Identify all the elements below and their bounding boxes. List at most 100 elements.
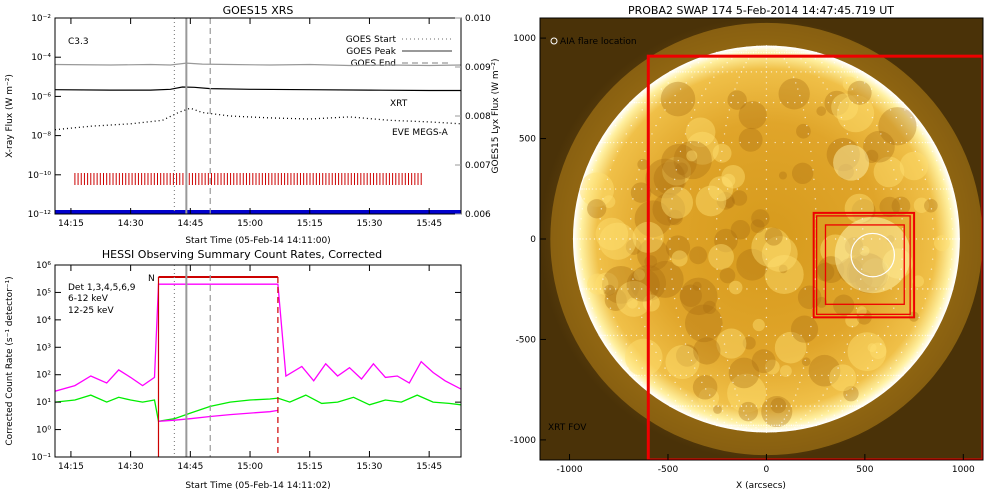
grid-dot	[951, 228, 954, 230]
grid-dot	[850, 288, 852, 290]
grid-dot	[850, 410, 852, 412]
grid-dot	[736, 82, 738, 84]
grid-dot	[697, 71, 699, 73]
goes-eve-label: EVE MEGS-A	[392, 128, 449, 138]
grid-dot	[951, 248, 954, 250]
disk-dark-patch	[587, 199, 607, 219]
grid-dot	[755, 238, 758, 240]
swap-xtick-label: -500	[658, 465, 679, 475]
grid-dot	[806, 351, 808, 354]
grid-dot	[809, 410, 811, 412]
grid-dot	[951, 258, 953, 260]
grid-dot	[876, 124, 878, 127]
disk-bright-patch	[764, 255, 804, 295]
grid-dot	[723, 133, 726, 135]
grid-dot	[614, 188, 617, 190]
grid-dot	[641, 316, 643, 319]
grid-dot	[900, 208, 902, 210]
grid-dot	[775, 288, 777, 290]
goes-series-lyx	[55, 62, 461, 67]
grid-dot	[765, 228, 768, 230]
grid-dot	[861, 258, 864, 260]
grid-dot	[772, 374, 775, 377]
grid-dot	[876, 374, 878, 377]
grid-dot	[745, 62, 747, 64]
grid-dot	[801, 374, 803, 377]
grid-dot	[843, 405, 846, 407]
disk-dark-patch	[716, 191, 735, 210]
disk-dark-patch	[673, 140, 712, 180]
grid-dot	[679, 101, 682, 104]
grid-dot	[627, 109, 629, 111]
grid-dot	[841, 66, 843, 68]
disk-bright-patch	[836, 94, 875, 133]
grid-dot	[901, 228, 904, 230]
swap-fov-label: XRT FOV	[548, 423, 587, 433]
grid-dot	[641, 188, 643, 190]
disk-dark-patch	[660, 81, 696, 117]
grid-dot	[823, 288, 825, 290]
grid-dot	[715, 248, 718, 250]
grid-dot	[609, 188, 611, 190]
grid-dot	[825, 418, 828, 420]
disk-bright-patch	[913, 197, 930, 214]
grid-dot	[719, 169, 721, 171]
grid-dot	[679, 150, 682, 153]
disk-dark-patch	[796, 123, 811, 139]
grid-dot	[703, 101, 706, 104]
grid-dot	[671, 71, 673, 73]
grid-dot	[841, 288, 843, 290]
grid-dot	[788, 66, 790, 68]
grid-dot	[952, 238, 954, 240]
grid-dot	[593, 238, 596, 240]
grid-dot	[635, 374, 638, 377]
grid-dot	[840, 101, 842, 104]
grid-dot	[664, 101, 666, 104]
disk-dark-patch	[833, 294, 855, 316]
grid-dot	[765, 367, 768, 369]
grid-dot	[817, 421, 819, 424]
disk-bright-patch	[721, 173, 736, 188]
grid-dot	[635, 178, 638, 181]
grid-dot	[840, 71, 843, 73]
grid-dot	[827, 374, 830, 377]
grid-dot	[670, 268, 672, 270]
grid-dot	[632, 198, 634, 200]
grid-dot	[630, 334, 632, 337]
grid-dot	[669, 101, 671, 104]
grid-dot	[609, 288, 611, 290]
grid-dot	[638, 101, 640, 104]
grid-dot	[785, 405, 788, 407]
grid-dot	[867, 400, 869, 402]
grid-dot	[883, 288, 885, 290]
grid-dot	[715, 228, 718, 230]
fov-box-mid	[815, 215, 911, 315]
grid-dot	[875, 82, 877, 84]
grid-dot	[573, 238, 576, 240]
grid-dot	[653, 94, 656, 97]
disk-dark-patch	[634, 200, 672, 238]
grid-dot	[672, 71, 674, 73]
grid-dot	[697, 334, 700, 337]
grid-dot	[801, 101, 803, 104]
grid-dot	[621, 141, 623, 144]
grid-dot	[905, 343, 908, 345]
grid-dot	[604, 288, 606, 290]
grid-dot	[773, 47, 775, 50]
grid-dot	[585, 238, 587, 240]
grid-dot	[851, 405, 854, 407]
grid-dot	[765, 428, 768, 431]
grid-dot	[849, 334, 851, 337]
disk-dark-patch	[728, 357, 760, 389]
grid-dot	[822, 71, 824, 73]
grid-dot	[751, 101, 753, 104]
grid-dot	[901, 218, 903, 220]
disk-bright-patch	[774, 331, 807, 364]
grid-dot	[720, 316, 722, 319]
grid-dot	[924, 334, 927, 337]
goes-y2tick-label: 0.006	[465, 210, 491, 220]
grid-dot	[948, 278, 950, 280]
grid-dot	[616, 141, 619, 144]
grid-dot	[721, 405, 724, 407]
grid-dot	[939, 307, 942, 309]
